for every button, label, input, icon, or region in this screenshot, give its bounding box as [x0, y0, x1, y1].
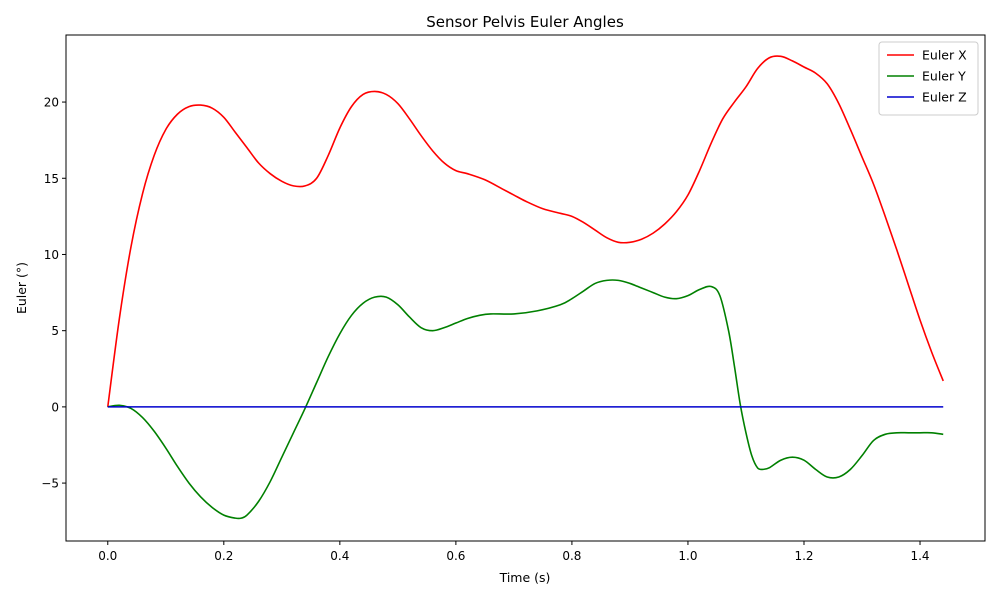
y-axis-label: Euler (°): [14, 262, 29, 314]
y-tick-label: 0: [51, 400, 59, 414]
x-tick-label: 1.2: [794, 549, 813, 563]
y-tick-label: −5: [41, 477, 59, 491]
y-tick-label: 10: [44, 248, 59, 262]
y-tick-label: 20: [44, 96, 59, 110]
x-tick-label: 0.0: [98, 549, 117, 563]
x-tick-label: 1.0: [678, 549, 697, 563]
y-tick-label: 5: [51, 324, 59, 338]
x-tick-label: 0.6: [446, 549, 465, 563]
y-tick-label: 15: [44, 172, 59, 186]
x-tick-label: 0.4: [330, 549, 349, 563]
legend-label-euler-x: Euler X: [922, 48, 967, 63]
x-axis-label: Time (s): [499, 570, 551, 585]
legend-label-euler-y: Euler Y: [922, 69, 966, 84]
x-tick-label: 0.8: [562, 549, 581, 563]
legend: Euler X Euler Y Euler Z: [879, 42, 978, 115]
x-tick-label: 0.2: [214, 549, 233, 563]
legend-label-euler-z: Euler Z: [922, 90, 967, 105]
chart-title: Sensor Pelvis Euler Angles: [426, 13, 624, 31]
x-tick-label: 1.4: [910, 549, 929, 563]
